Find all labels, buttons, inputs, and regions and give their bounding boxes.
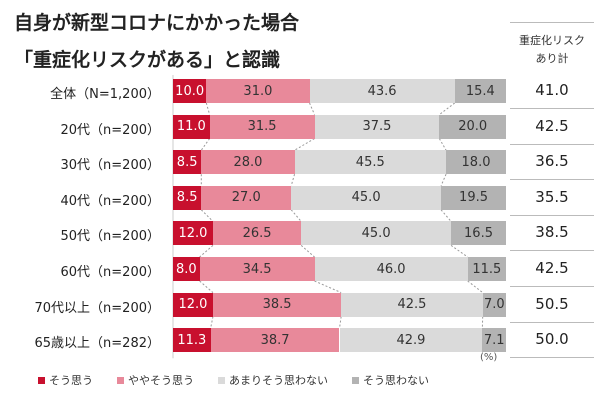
legend: そう思う ややそう思う あまりそう思わない そう思わない	[38, 372, 429, 388]
bar-segment: 11.5	[467, 257, 506, 281]
bar-segment: 7.0	[482, 292, 506, 317]
bar-segment: 28.0	[201, 150, 295, 175]
bar-segment: 31.0	[206, 79, 310, 103]
summary-divider	[510, 286, 594, 287]
bar-segment: 8.5	[173, 185, 202, 210]
summary-divider	[510, 22, 594, 23]
summary-divider	[510, 357, 594, 359]
bar-segment: 38.5	[212, 292, 342, 317]
bar-segment: 19.5	[441, 185, 506, 210]
summary-divider	[510, 179, 594, 181]
connector-line	[438, 138, 447, 151]
category-label: 20代（n=200）	[60, 122, 161, 138]
summary-divider	[510, 321, 594, 323]
bar-segment: 10.0	[173, 79, 207, 103]
bar-segment: 12.0	[173, 221, 213, 246]
summary-value: 35.5	[535, 187, 569, 206]
unit-label: (%)	[480, 352, 498, 363]
legend-item: あまりそう思わない	[218, 372, 328, 388]
category-label: 65歳以上（n=282）	[34, 336, 161, 352]
summary-value: 38.5	[535, 223, 569, 242]
connector-line	[205, 102, 211, 115]
summary-header-line: あり計	[535, 52, 569, 65]
summary-value: 42.5	[535, 116, 569, 135]
connector-line	[439, 102, 456, 115]
legend-swatch	[218, 376, 225, 384]
summary-header: 重症化リスク あり計	[512, 32, 592, 68]
bar-segment: 31.5	[209, 114, 315, 139]
chart-title: 自身が新型コロナにかかった場合	[14, 12, 300, 34]
connector-line	[199, 245, 214, 258]
connector-line	[200, 138, 211, 151]
connector-line	[339, 316, 342, 329]
connector-line	[300, 245, 315, 258]
summary-divider	[510, 214, 594, 216]
summary-value: 42.5	[535, 259, 569, 277]
bar-segment: 37.5	[314, 114, 440, 139]
connector-line	[314, 280, 342, 294]
summary-divider	[510, 143, 594, 145]
connector-line	[200, 209, 214, 222]
bar-segment: 45.0	[301, 221, 452, 246]
summary-divider	[510, 108, 594, 109]
legend-label: あまりそう思わない	[229, 374, 328, 387]
category-label: 全体（N=1,200）	[50, 87, 160, 102]
bar-segment: 26.5	[212, 221, 302, 246]
bar-segment: 8.5	[173, 150, 202, 175]
legend-swatch	[38, 376, 45, 384]
category-label: 50代（n=200）	[60, 229, 161, 245]
summary-value: 50.5	[535, 294, 569, 313]
bar-segment: 38.7	[210, 328, 340, 353]
bar-segment: 42.5	[341, 292, 483, 317]
connector-line	[440, 209, 452, 222]
legend-label: そう思う	[49, 374, 93, 387]
category-label: 40代（n=200）	[60, 193, 161, 209]
legend-item: ややそう思う	[117, 372, 194, 388]
connector-line	[290, 174, 296, 186]
bar-segment: 18.0	[446, 150, 506, 175]
connector-line	[440, 174, 447, 186]
connector-line	[309, 102, 315, 115]
bar-segment: 20.0	[439, 114, 506, 139]
legend-item: そう思わない	[352, 372, 429, 388]
summary-value: 50.0	[535, 330, 569, 349]
summary-value: 41.0	[535, 81, 569, 99]
summary-divider	[510, 250, 594, 252]
legend-label: そう思わない	[363, 374, 429, 387]
bar-segment: 45.5	[294, 150, 447, 175]
legend-swatch	[117, 376, 124, 384]
bar-segment: 43.6	[309, 79, 455, 103]
bar-segment: 11.0	[173, 114, 210, 139]
connector-line	[294, 138, 315, 151]
connector-line	[467, 280, 483, 293]
bar-segment: 27.0	[201, 185, 292, 210]
connector-line	[450, 244, 468, 258]
legend-item: そう思う	[38, 372, 93, 388]
connector-line	[210, 316, 214, 329]
legend-swatch	[352, 376, 359, 384]
bar-segment: 42.9	[339, 328, 483, 353]
bar-segment: 15.4	[454, 79, 506, 103]
bar-segment: 16.5	[451, 221, 506, 246]
connector-line	[199, 280, 214, 293]
bar-segment: 11.3	[173, 328, 211, 353]
legend-label: ややそう思う	[128, 374, 194, 387]
category-label: 60代（n=200）	[60, 265, 161, 280]
chart-subtitle: 「重症化リスクがある」と認識	[14, 49, 281, 71]
bar-segment: 12.0	[173, 292, 213, 317]
bar-segment: 8.0	[173, 257, 200, 281]
summary-value: 36.5	[535, 152, 569, 171]
bar-segment: 34.5	[199, 257, 315, 281]
connector-line	[290, 209, 302, 222]
bar-segment: 46.0	[314, 257, 468, 281]
bar-segment: 45.0	[291, 185, 442, 210]
category-label: 30代（n=200）	[60, 158, 161, 174]
summary-header-line: 重症化リスク	[519, 34, 585, 47]
category-label: 70代以上（n=200）	[34, 300, 161, 316]
bar-segment: 7.1	[482, 328, 506, 353]
